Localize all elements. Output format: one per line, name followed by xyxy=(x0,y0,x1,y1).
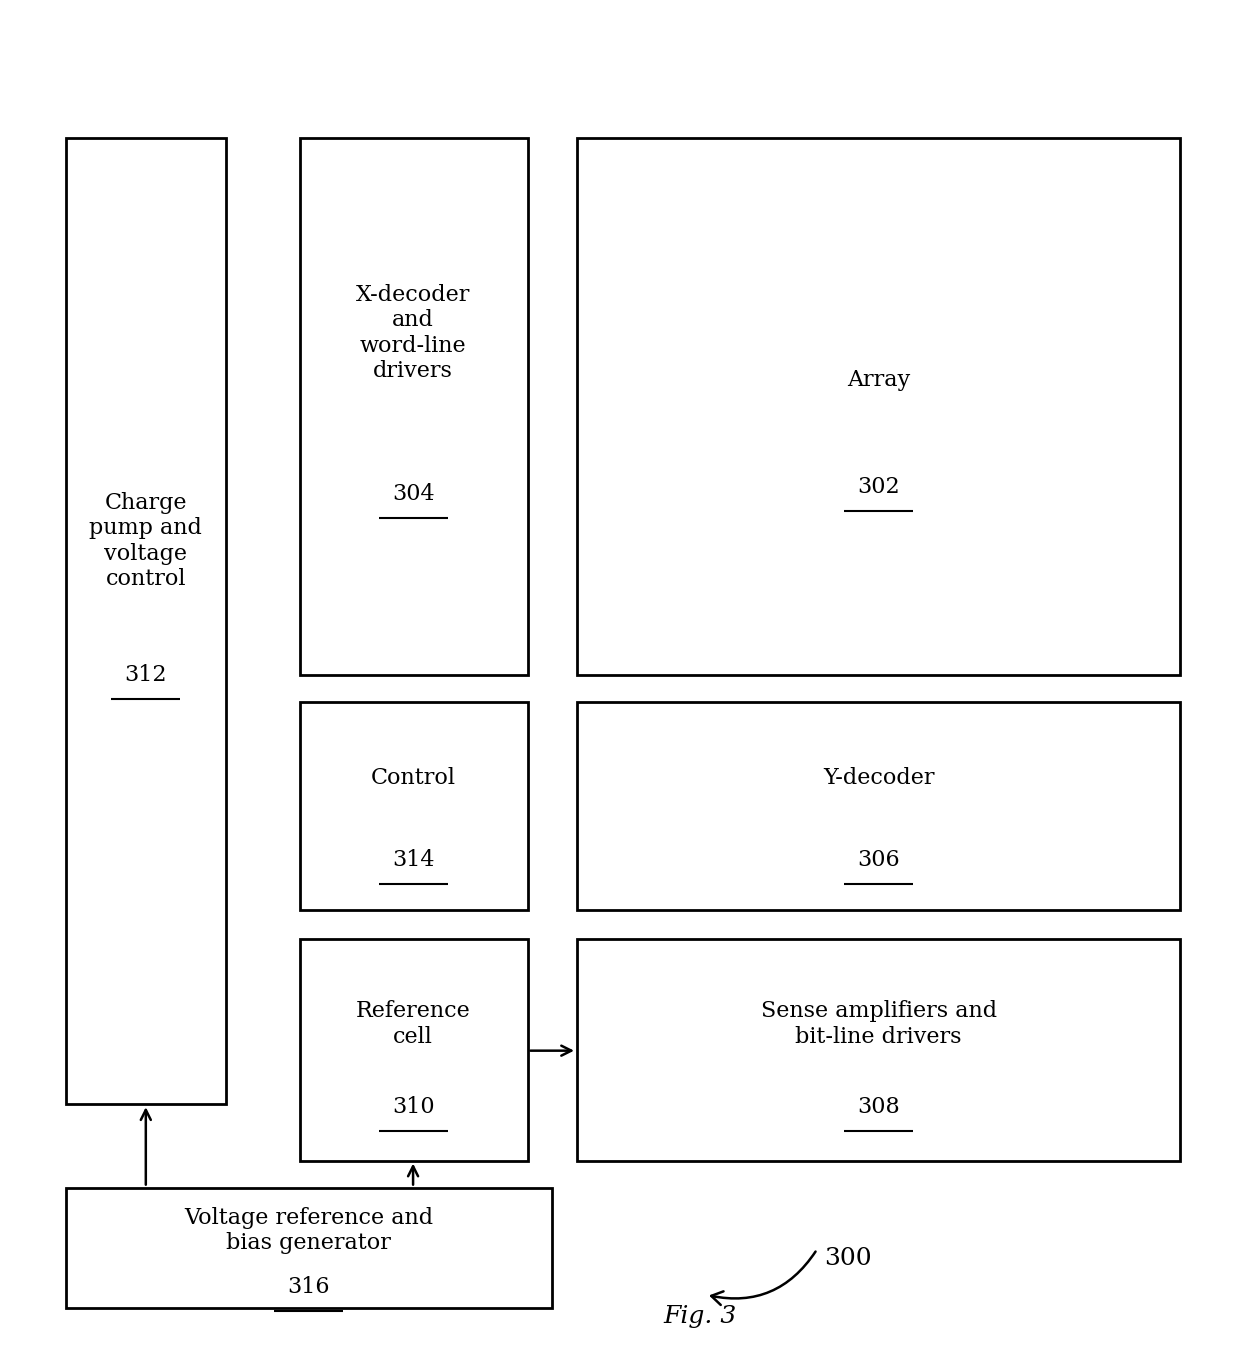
Bar xyxy=(300,702,528,910)
Bar xyxy=(300,138,528,675)
Text: Fig. 3: Fig. 3 xyxy=(663,1305,737,1328)
Text: 316: 316 xyxy=(288,1276,330,1297)
Text: 310: 310 xyxy=(392,1096,434,1118)
Text: 300: 300 xyxy=(825,1247,872,1270)
Bar xyxy=(577,702,1180,910)
Text: X-decoder
and
word-line
drivers: X-decoder and word-line drivers xyxy=(356,284,470,382)
Text: 314: 314 xyxy=(392,849,434,871)
Text: 312: 312 xyxy=(124,664,167,686)
Bar xyxy=(577,138,1180,675)
Bar xyxy=(300,940,528,1161)
Text: Reference
cell: Reference cell xyxy=(356,1000,470,1048)
Bar xyxy=(66,1188,552,1308)
FancyArrowPatch shape xyxy=(712,1251,816,1305)
Text: Array: Array xyxy=(847,369,910,391)
Text: Control: Control xyxy=(371,767,455,790)
Text: 304: 304 xyxy=(392,483,434,505)
Text: Sense amplifiers and
bit-line drivers: Sense amplifiers and bit-line drivers xyxy=(760,1000,997,1048)
Bar xyxy=(66,138,226,1104)
Text: Voltage reference and
bias generator: Voltage reference and bias generator xyxy=(184,1207,433,1254)
Text: 306: 306 xyxy=(857,849,900,871)
Text: Y-decoder: Y-decoder xyxy=(823,767,935,790)
Text: 308: 308 xyxy=(857,1096,900,1118)
Text: Charge
pump and
voltage
control: Charge pump and voltage control xyxy=(89,491,202,590)
Text: 302: 302 xyxy=(857,477,900,498)
Bar xyxy=(577,940,1180,1161)
